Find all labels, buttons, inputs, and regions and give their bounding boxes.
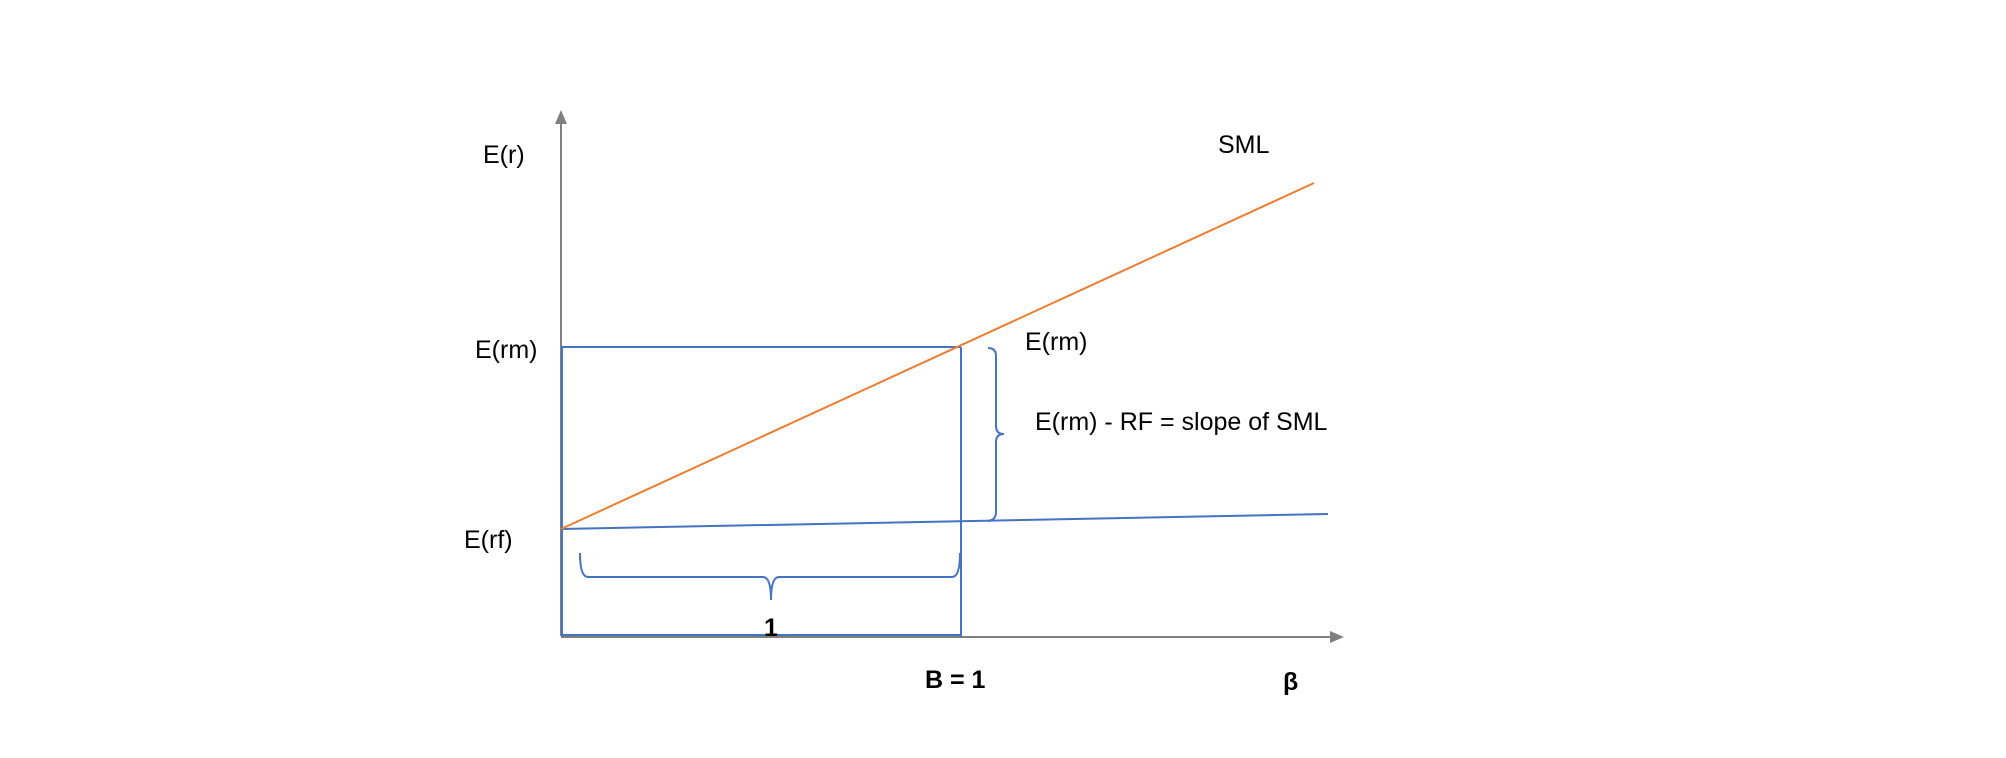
erm-point-label: E(rm) bbox=[1025, 328, 1088, 356]
beta-one-label: B = 1 bbox=[925, 666, 986, 694]
risk-free-line bbox=[560, 513, 1329, 530]
x-axis-arrowhead bbox=[1330, 631, 1344, 643]
erm-axis-tick-label: E(rm) bbox=[475, 336, 538, 364]
sml-label: SML bbox=[1218, 131, 1270, 159]
right-brace bbox=[987, 347, 1005, 522]
y-axis-arrowhead bbox=[555, 110, 567, 124]
bottom-brace bbox=[579, 552, 961, 601]
slope-annotation: E(rm) - RF = slope of SML bbox=[1035, 408, 1328, 436]
erf-axis-tick-label: E(rf) bbox=[464, 526, 513, 554]
unit-one-label: 1 bbox=[764, 614, 778, 642]
sml-line bbox=[560, 182, 1315, 530]
x-axis-label: β bbox=[1283, 668, 1299, 696]
y-axis-label: E(r) bbox=[483, 141, 525, 169]
